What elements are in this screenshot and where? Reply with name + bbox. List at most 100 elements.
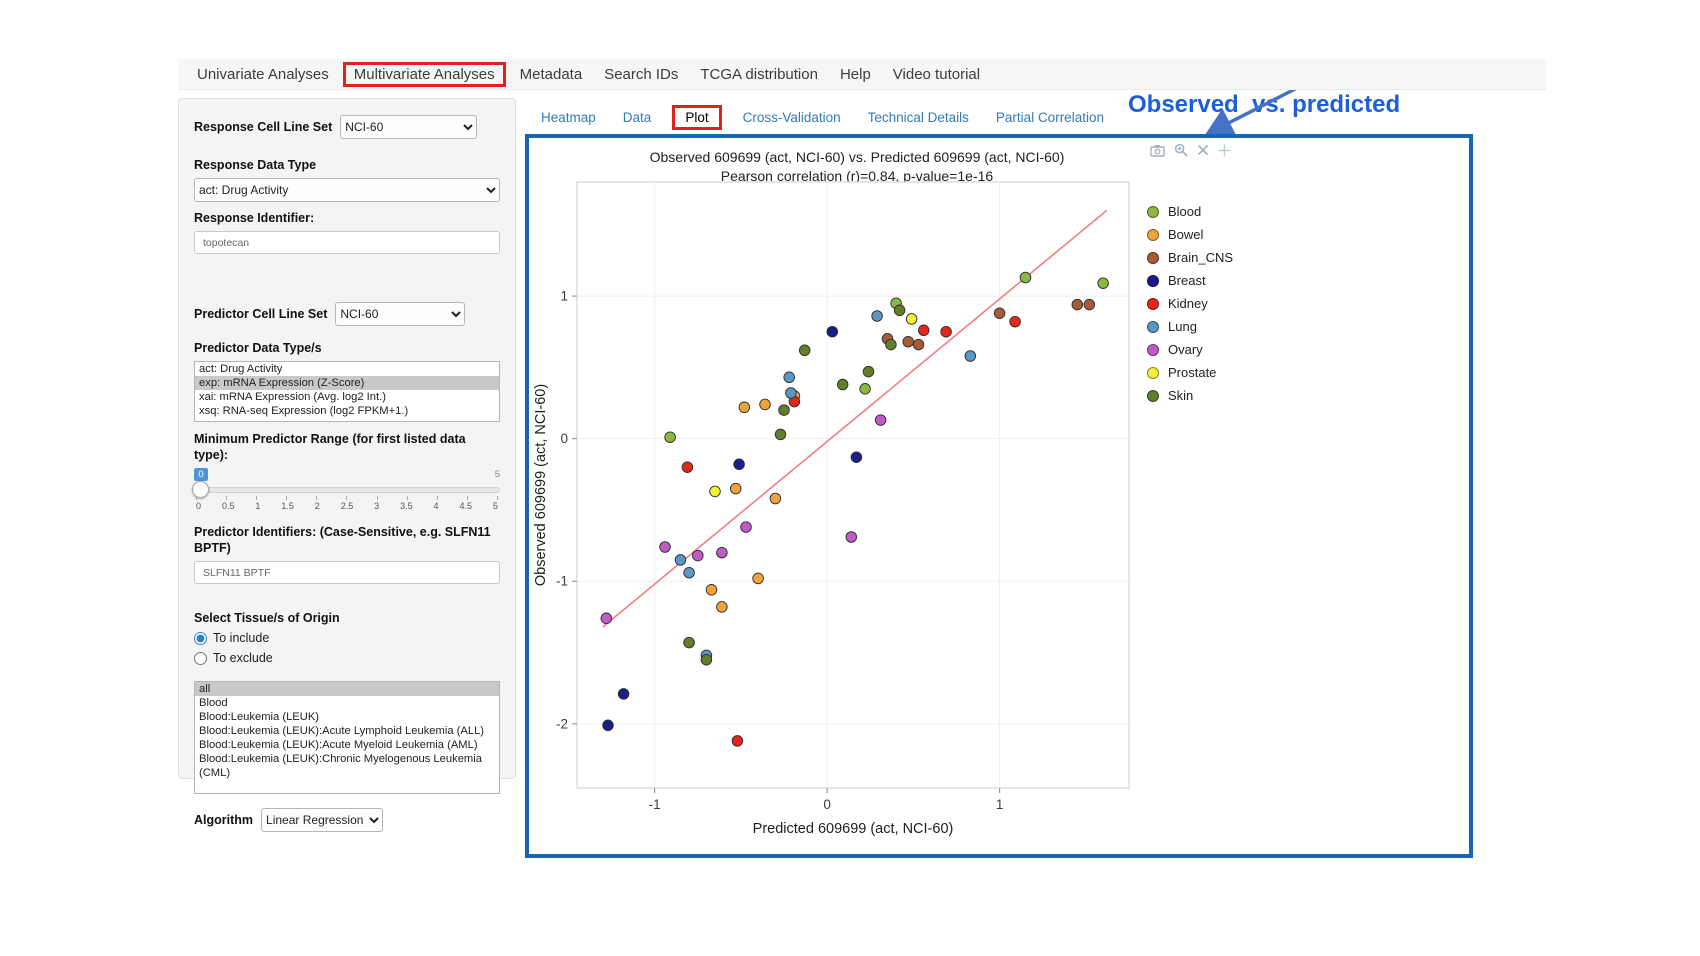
nav-multivariate-analyses[interactable]: Multivariate Analyses [342,61,506,87]
scatter-point-skin[interactable] [836,378,849,391]
tab-plot[interactable]: Plot [672,105,722,130]
close-icon[interactable] [1197,144,1209,156]
scatter-point-bowel[interactable] [769,492,782,505]
scatter-point-bowel[interactable] [759,398,771,411]
tissue-include-radio[interactable] [194,631,207,645]
tab-cross-validation[interactable]: Cross-Validation [742,110,841,125]
scatter-point-skin[interactable] [798,344,811,357]
legend-item-brain_cns[interactable]: Brain_CNS [1147,246,1233,269]
nav-metadata[interactable]: Metadata [519,65,583,83]
slider-track[interactable] [194,487,500,493]
scatter-point-ovary[interactable] [659,541,671,553]
tab-technical-details[interactable]: Technical Details [867,110,969,125]
tissue-option[interactable]: Blood:Leukemia (LEUK):Chronic Myelogenou… [199,753,482,779]
tissue-include-radio-row[interactable]: To include [194,631,500,645]
scatter-point-bowel[interactable] [716,601,728,613]
scatter-point-blood[interactable] [1019,271,1032,284]
scatter-point-lung[interactable] [964,350,977,362]
scatter-point-lung[interactable] [674,554,687,566]
predictor-identifiers-input[interactable] [194,561,500,584]
min-predictor-range-slider[interactable]: 0 5 0 0.5 1 1.5 2 2.5 3 3.5 4 4.5 5 [192,468,500,516]
predictor-data-type-option[interactable]: act: Drug Activity [199,363,283,375]
response-data-type-select[interactable]: act: Drug Activity [194,178,500,202]
scatter-point-breast[interactable] [826,325,839,338]
legend-item-skin[interactable]: Skin [1147,384,1233,407]
scatter-point-brain_cns[interactable] [993,307,1006,319]
legend-item-bowel[interactable]: Bowel [1147,223,1233,246]
scatter-point-brain_cns[interactable] [1071,298,1084,311]
legend-item-blood[interactable]: Blood [1147,200,1233,223]
scatter-point-skin[interactable] [700,653,713,666]
tissue-option-all[interactable]: all [195,682,499,696]
nav-univariate-analyses[interactable]: Univariate Analyses [197,65,329,83]
scatter-point-skin[interactable] [774,428,787,441]
scatter-point-ovary[interactable] [716,546,728,559]
scatter-point-kidney[interactable] [1009,315,1021,328]
scatter-point-brain_cns[interactable] [902,335,914,348]
scatter-point-blood[interactable] [1097,277,1109,289]
tab-partial-correlation[interactable]: Partial Correlation [995,110,1104,125]
predictor-data-type-option[interactable]: xsq: RNA-seq Expression (log2 FPKM+1.) [199,405,409,417]
tissue-exclude-radio-row[interactable]: To exclude [194,651,500,665]
scatter-point-prostate[interactable] [709,485,721,498]
scatter-point-skin[interactable] [778,404,790,416]
scatter-point-skin[interactable] [893,304,906,317]
scatter-point-ovary[interactable] [845,531,858,543]
scatter-point-ovary[interactable] [874,414,887,426]
slider-handle[interactable] [192,481,209,498]
tab-heatmap[interactable]: Heatmap [541,110,596,125]
pan-icon[interactable] [1218,144,1231,157]
scatter-point-breast[interactable] [602,719,614,732]
predictor-data-types-listbox[interactable]: act: Drug Activity exp: mRNA Expression … [194,361,500,422]
tissue-option[interactable]: Blood [199,697,228,709]
tab-data[interactable]: Data [622,110,652,125]
scatter-point-bowel[interactable] [752,572,764,585]
scatter-point-skin[interactable] [885,338,897,351]
zoom-icon[interactable] [1174,143,1188,157]
scatter-point-brain_cns[interactable] [1083,298,1096,311]
nav-help[interactable]: Help [839,65,871,83]
scatter-point-bowel[interactable] [738,401,751,414]
response-identifier-input[interactable] [194,231,500,254]
response-cell-line-set-select[interactable]: NCI-60 [340,115,478,139]
legend-item-breast[interactable]: Breast [1147,269,1233,292]
scatter-point-bowel[interactable] [705,584,718,596]
legend-item-kidney[interactable]: Kidney [1147,292,1233,315]
scatter-point-skin[interactable] [683,636,695,649]
tissue-option[interactable]: Blood:Leukemia (LEUK):Acute Lymphoid Leu… [199,725,485,737]
scatter-point-skin[interactable] [862,365,875,378]
tissue-listbox[interactable]: all Blood Blood:Leukemia (LEUK) Blood:Le… [194,681,500,794]
scatter-point-blood[interactable] [664,431,676,443]
scatter-point-breast[interactable] [733,458,745,471]
tissue-exclude-radio[interactable] [194,651,207,665]
scatter-point-kidney[interactable] [731,735,744,747]
legend-item-prostate[interactable]: Prostate [1147,361,1233,384]
tissue-option[interactable]: Blood:Leukemia (LEUK) [199,711,320,723]
predictor-cell-line-set-select[interactable]: NCI-60 [335,302,466,326]
nav-video-tutorial[interactable]: Video tutorial [892,65,981,83]
scatter-point-lung[interactable] [871,310,883,322]
scatter-point-blood[interactable] [859,383,871,395]
scatter-point-breast[interactable] [617,688,630,700]
scatter-point-ovary[interactable] [740,521,752,533]
scatter-point-lung[interactable] [683,566,695,579]
legend-item-ovary[interactable]: Ovary [1147,338,1233,361]
camera-icon[interactable] [1150,144,1165,157]
scatter-point-ovary[interactable] [600,612,613,625]
scatter-point-brain_cns[interactable] [912,338,925,351]
scatter-point-kidney[interactable] [940,325,952,338]
nav-tcga-distribution[interactable]: TCGA distribution [700,65,818,83]
predictor-data-type-option-selected[interactable]: exp: mRNA Expression (Z-Score) [195,376,499,390]
nav-search-ids[interactable]: Search IDs [604,65,679,83]
scatter-point-kidney[interactable] [681,461,694,473]
plot-area[interactable] [576,181,1130,789]
scatter-point-prostate[interactable] [905,313,918,325]
tissue-option[interactable]: Blood:Leukemia (LEUK):Acute Myeloid Leuk… [199,739,478,751]
scatter-point-lung[interactable] [783,371,795,384]
predictor-data-type-option[interactable]: xai: mRNA Expression (Avg. log2 Int.) [199,391,386,403]
scatter-plot[interactable]: -1 0 1 -2 -1 0 1 Predicted 609699 (act, NCI-60)… [531,178,1133,842]
scatter-point-lung[interactable] [785,387,797,399]
algorithm-select[interactable]: Linear Regression [261,808,384,832]
legend-item-lung[interactable]: Lung [1147,315,1233,338]
scatter-point-bowel[interactable] [729,482,742,495]
